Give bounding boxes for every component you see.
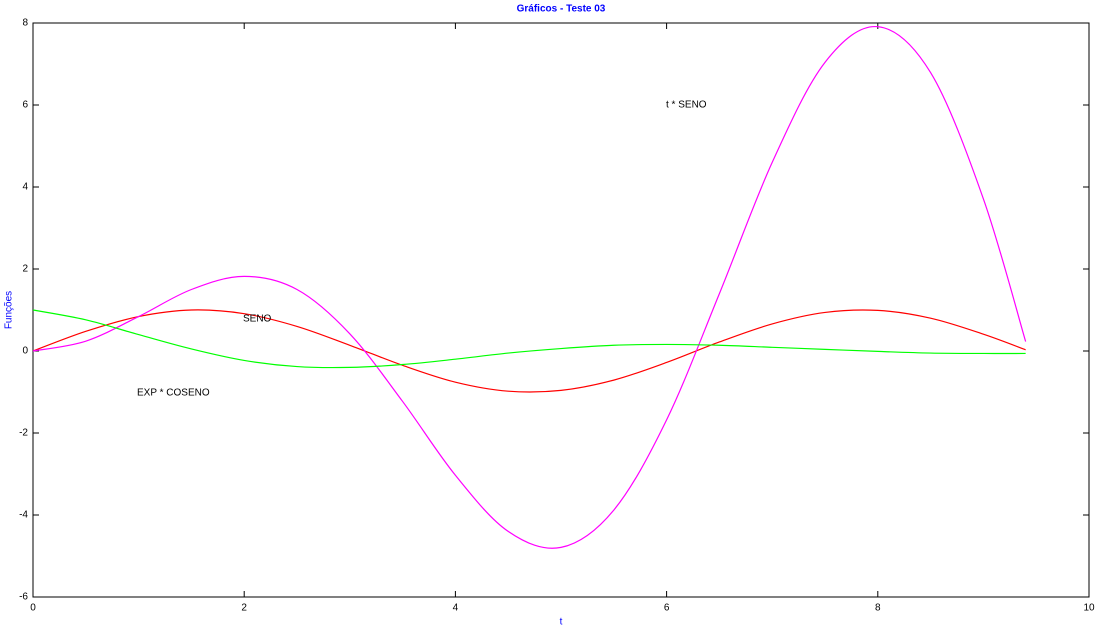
x-tick-label: 2 <box>241 603 247 614</box>
series-line <box>32 26 1027 549</box>
series-label: SENO <box>243 314 272 325</box>
x-tick-label: 4 <box>453 603 459 614</box>
series-line <box>32 309 1026 369</box>
y-axis-label: Funções <box>4 291 15 329</box>
series-line <box>32 309 1026 393</box>
y-tick-label: 8 <box>22 18 28 29</box>
x-tick-label: 6 <box>664 603 670 614</box>
y-tick-label: -2 <box>19 428 28 439</box>
x-axis-label: t <box>560 617 563 628</box>
y-tick-label: -4 <box>19 510 28 521</box>
series-label: t * SENO <box>666 100 707 111</box>
y-tick-label: -6 <box>19 592 28 603</box>
y-tick-label: 0 <box>22 346 28 357</box>
x-tick-label: 10 <box>1083 603 1095 614</box>
chart-title: Gráficos - Teste 03 <box>517 4 606 15</box>
y-tick-label: 2 <box>22 264 28 275</box>
series-label: EXP * COSENO <box>137 388 210 399</box>
y-tick-label: 4 <box>22 182 28 193</box>
x-tick-label: 8 <box>875 603 881 614</box>
y-tick-label: 6 <box>22 100 28 111</box>
x-tick-label: 0 <box>30 603 36 614</box>
